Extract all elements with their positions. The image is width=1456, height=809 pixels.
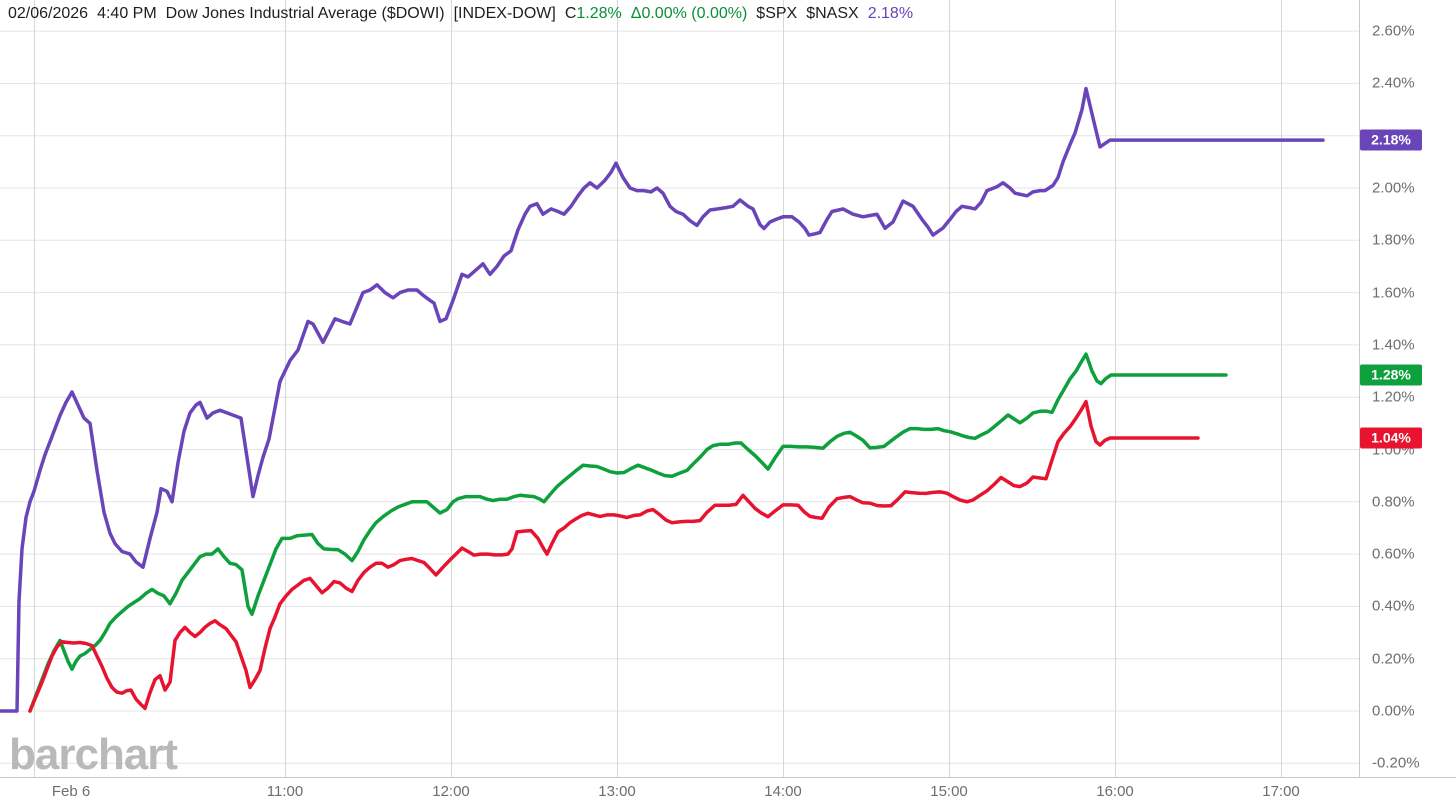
x-tick-label: 12:00: [432, 783, 470, 800]
x-tick-label: 16:00: [1096, 783, 1134, 800]
y-tick-label: 0.60%: [1372, 545, 1415, 563]
y-tick-label: 0.80%: [1372, 493, 1415, 511]
quote-exchange: [INDEX-DOW]: [453, 5, 556, 22]
close-value: 1.28%: [576, 5, 622, 22]
y-tick-label: 2.60%: [1372, 22, 1415, 40]
x-tick-label: 11:00: [266, 783, 304, 800]
series-line-nasx: [0, 86, 1325, 713]
y-tick-label: 1.40%: [1372, 336, 1415, 354]
last-price-badge-dowi: 1.28%: [1360, 364, 1422, 386]
quote-date: 02/06/2026: [8, 5, 89, 22]
x-tick-label: 13:00: [598, 783, 636, 800]
y-tick-label: 0.20%: [1372, 650, 1415, 668]
change-value: Δ0.00% (0.00%): [630, 5, 748, 22]
symbol-spx-label: $SPX: [756, 5, 798, 22]
y-tick-label: 2.40%: [1372, 74, 1415, 92]
y-tick-label: 1.20%: [1372, 388, 1415, 406]
y-tick-label: 2.00%: [1372, 179, 1415, 197]
y-tick-label: 1.80%: [1372, 231, 1415, 249]
nasx-change-value: 2.18%: [867, 5, 914, 22]
quote-title: Dow Jones Industrial Average ($DOWI): [165, 5, 445, 22]
last-price-badge-nasx: 2.18%: [1360, 129, 1422, 151]
y-tick-label: 0.40%: [1372, 597, 1415, 615]
x-tick-label: 15:00: [930, 783, 968, 800]
y-tick-label: 0.00%: [1372, 702, 1415, 720]
y-tick-label: -0.20%: [1372, 754, 1420, 772]
close-prefix: C: [564, 5, 577, 22]
barchart-logo-watermark: barchart: [9, 730, 178, 779]
symbol-nasx-label: $NASX: [806, 5, 859, 22]
y-tick-label: 1.60%: [1372, 284, 1415, 302]
x-tick-label: 17:00: [1262, 783, 1300, 800]
series-line-spx: [28, 399, 1200, 713]
quote-time: 4:40 PM: [97, 5, 157, 22]
last-price-badge-spx: 1.04%: [1360, 427, 1422, 449]
series-line-dowi: [28, 352, 1228, 713]
x-tick-label: Feb 6: [51, 783, 91, 800]
quote-header: 02/06/2026 4:40 PM Dow Jones Industrial …: [8, 3, 922, 25]
x-tick-label: 14:00: [764, 783, 802, 800]
quote-last-price: C1.28%: [565, 5, 622, 23]
